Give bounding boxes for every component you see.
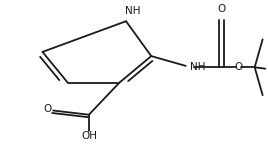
- Text: O: O: [44, 104, 52, 114]
- Text: NH: NH: [125, 6, 140, 16]
- Text: O: O: [235, 62, 243, 72]
- Text: NH: NH: [190, 62, 205, 72]
- Text: OH: OH: [81, 131, 97, 141]
- Text: O: O: [217, 4, 226, 14]
